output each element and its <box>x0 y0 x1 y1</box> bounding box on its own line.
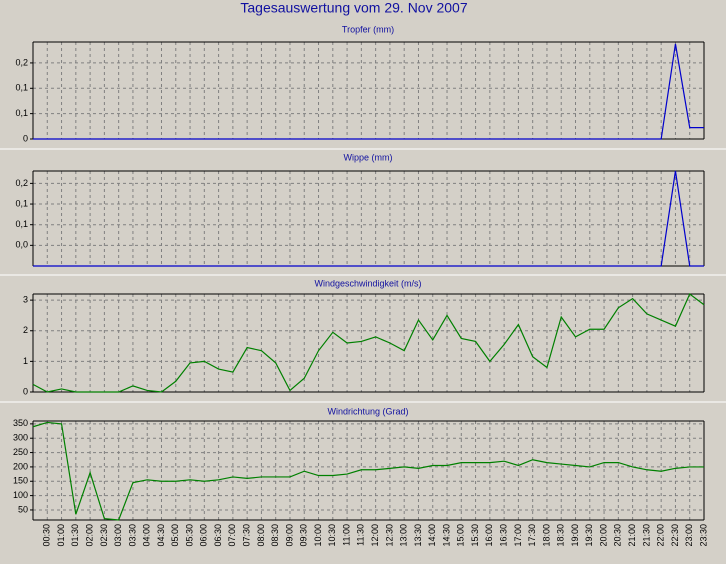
x-tick-label: 12:00 <box>370 524 380 547</box>
y-tick-label: 0,1 <box>15 219 28 229</box>
x-tick-label: 05:30 <box>184 524 194 547</box>
chart-title: Tagesauswertung vom 29. Nov 2007 <box>240 0 467 16</box>
x-tick-label: 15:00 <box>456 524 466 547</box>
data-line <box>33 43 704 140</box>
x-tick-label: 18:00 <box>541 524 551 547</box>
x-tick-label: 16:00 <box>484 524 494 547</box>
x-tick-label: 08:30 <box>270 524 280 547</box>
data-line <box>32 421 704 521</box>
x-tick-label: 07:00 <box>227 524 237 547</box>
x-tick-label: 16:30 <box>499 524 509 547</box>
x-tick-label: 22:30 <box>670 524 680 547</box>
x-tick-label: 09:00 <box>284 524 294 547</box>
x-tick-label: 18:30 <box>556 524 566 547</box>
y-tick-label: 0,1 <box>15 108 28 118</box>
y-tick-label: 350 <box>13 418 28 428</box>
data-line <box>33 170 704 267</box>
y-tick-label: 0 <box>23 386 28 396</box>
x-tick-label: 06:00 <box>199 524 209 547</box>
x-tick-label: 00:30 <box>42 524 52 547</box>
x-tick-label: 17:30 <box>527 524 537 547</box>
y-tick-label: 0,1 <box>15 198 28 208</box>
x-tick-label: 03:30 <box>127 524 137 547</box>
y-tick-label: 0,1 <box>15 83 28 93</box>
x-tick-label: 13:30 <box>413 524 423 547</box>
subplot-title: Wippe (mm) <box>344 152 393 162</box>
y-tick-label: 3 <box>23 295 28 305</box>
y-tick-label: 50 <box>18 504 28 514</box>
x-tick-label: 23:00 <box>684 524 694 547</box>
x-tick-label: 10:00 <box>313 524 323 547</box>
x-tick-label: 15:30 <box>470 524 480 547</box>
y-tick-label: 0,2 <box>15 57 28 67</box>
x-tick-label: 03:00 <box>113 524 123 547</box>
y-tick-label: 0,2 <box>15 178 28 188</box>
subplot-title: Windgeschwindigkeit (m/s) <box>314 278 421 288</box>
x-tick-label: 10:30 <box>327 524 337 547</box>
x-tick-label: 09:30 <box>299 524 309 547</box>
x-tick-label: 07:30 <box>242 524 252 547</box>
x-tick-label: 02:00 <box>84 524 94 547</box>
x-tick-label: 04:30 <box>156 524 166 547</box>
x-tick-label: 11:00 <box>341 524 351 546</box>
x-tick-label: 02:30 <box>99 524 109 547</box>
x-tick-label: 01:00 <box>56 524 66 547</box>
data-line <box>32 293 705 393</box>
y-tick-label: 200 <box>13 461 28 471</box>
x-tick-label: 05:00 <box>170 524 180 547</box>
subplot-title: Tropfer (mm) <box>342 24 394 34</box>
x-tick-label: 20:30 <box>613 524 623 547</box>
x-tick-label: 13:00 <box>399 524 409 547</box>
x-tick-label: 12:30 <box>384 524 394 547</box>
y-tick-label: 300 <box>13 433 28 443</box>
y-tick-label: 100 <box>13 490 28 500</box>
x-tick-label: 14:30 <box>441 524 451 547</box>
x-tick-label: 14:00 <box>427 524 437 547</box>
y-tick-label: 150 <box>13 476 28 486</box>
y-tick-label: 2 <box>23 325 28 335</box>
y-tick-label: 0 <box>23 133 28 143</box>
x-tick-label: 01:30 <box>70 524 80 547</box>
y-tick-label: 1 <box>23 356 28 366</box>
x-tick-label: 21:30 <box>641 524 651 547</box>
x-tick-label: 06:30 <box>213 524 223 547</box>
x-tick-label: 08:00 <box>256 524 266 547</box>
y-tick-label: 250 <box>13 447 28 457</box>
x-tick-label: 22:00 <box>656 524 666 547</box>
x-tick-label: 21:00 <box>627 524 637 547</box>
subplot-title: Windrichtung (Grad) <box>327 406 408 416</box>
x-tick-label: 04:00 <box>142 524 152 547</box>
x-tick-label: 19:30 <box>584 524 594 547</box>
x-tick-label: 19:00 <box>570 524 580 547</box>
x-tick-label: 23:30 <box>698 524 708 547</box>
y-tick-label: 0,0 <box>15 240 28 250</box>
x-tick-label: 20:00 <box>598 524 608 547</box>
x-tick-label: 17:00 <box>513 524 523 547</box>
x-tick-label: 11:30 <box>356 524 366 546</box>
